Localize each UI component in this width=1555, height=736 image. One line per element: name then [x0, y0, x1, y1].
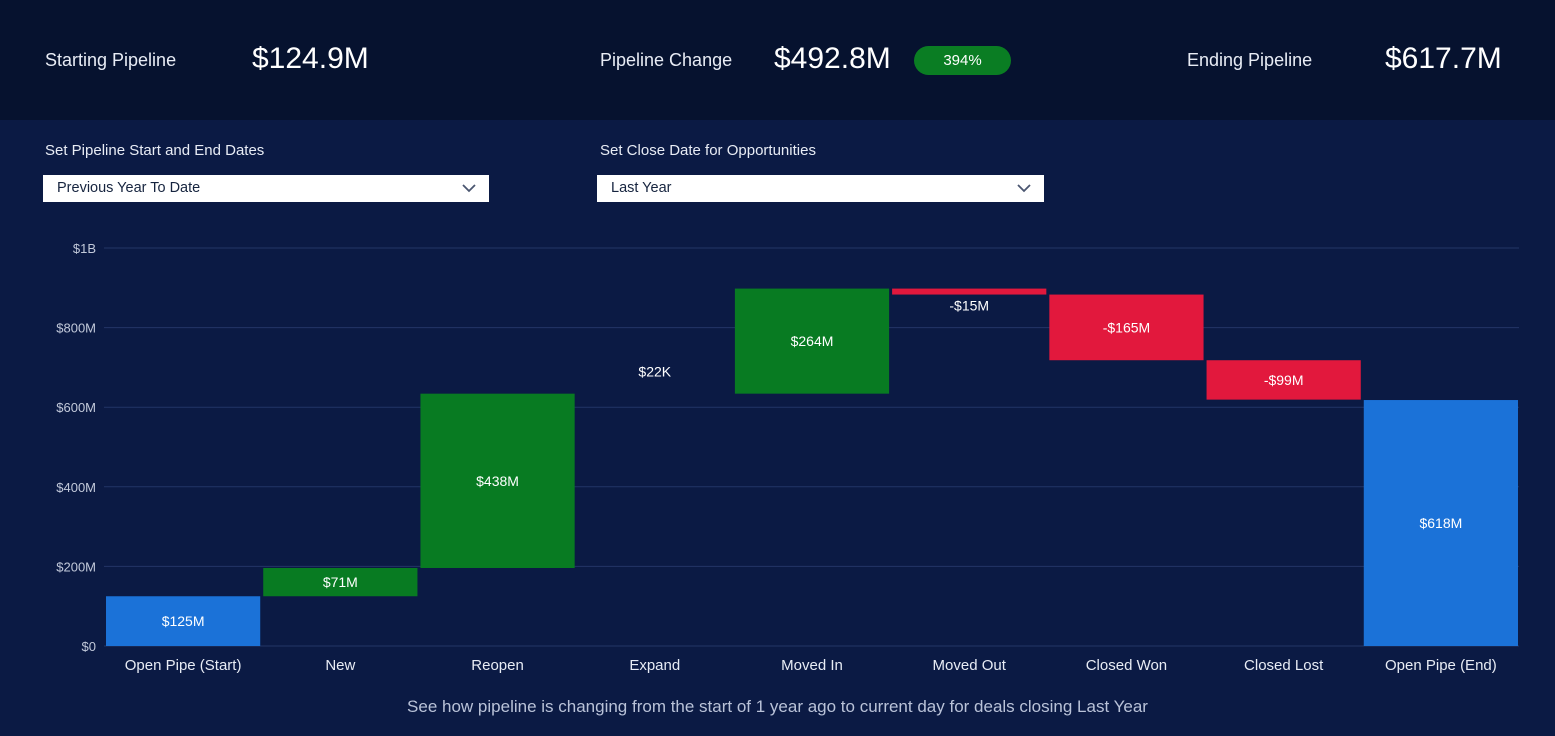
y-tick-label: $800M — [56, 321, 96, 336]
x-tick-label: Closed Won — [1086, 657, 1167, 674]
data-label: -$99M — [1264, 372, 1304, 388]
ending-pipeline-value: $617.7M — [1385, 42, 1502, 75]
y-tick-label: $400M — [56, 480, 96, 495]
starting-pipeline-label: Starting Pipeline — [45, 50, 177, 70]
chart-footnote: See how pipeline is changing from the st… — [407, 697, 1148, 716]
bar-moved-in — [734, 288, 890, 394]
bar-new — [263, 567, 418, 597]
pipeline-dates-label: Set Pipeline Start and End Dates — [45, 142, 265, 159]
x-tick-label: Expand — [629, 657, 680, 674]
x-tick-label: New — [325, 657, 355, 674]
y-tick-label: $200M — [56, 559, 96, 574]
data-label: $71M — [323, 574, 358, 590]
data-label: $22K — [638, 364, 671, 380]
pipeline-change-label: Pipeline Change — [600, 50, 733, 70]
data-label: -$15M — [949, 298, 989, 314]
bar-open-pipe-start — [106, 596, 261, 646]
data-label: $618M — [1419, 515, 1462, 531]
close-date-label: Set Close Date for Opportunities — [600, 142, 816, 159]
x-tick-label: Moved In — [781, 657, 843, 674]
close-date-value: Last Year — [611, 180, 672, 196]
data-label: $264M — [791, 333, 834, 349]
x-tick-label: Reopen — [471, 657, 524, 674]
ending-pipeline-label: Ending Pipeline — [1187, 50, 1313, 70]
data-label: -$165M — [1103, 319, 1150, 335]
chevron-down-icon — [462, 184, 476, 193]
close-date-dropdown[interactable]: Last Year — [597, 175, 1044, 202]
pipeline-change-percent-badge: 394% — [914, 46, 1011, 75]
data-label: $438M — [476, 473, 519, 489]
y-tick-label: $1B — [73, 241, 96, 256]
x-tick-label: Closed Lost — [1244, 657, 1324, 674]
pipeline-dates-value: Previous Year To Date — [57, 180, 201, 196]
x-tick-label: Open Pipe (Start) — [125, 657, 242, 674]
bar-open-pipe-end — [1363, 400, 1518, 646]
pipeline-dates-dropdown[interactable]: Previous Year To Date — [43, 175, 489, 202]
pipeline-waterfall-chart: $0 $200M $400M $600M $800M $1B $125M Open Pipe … — [56, 241, 1519, 674]
x-tick-label: Open Pipe (End) — [1385, 657, 1497, 674]
data-label: $125M — [162, 613, 205, 629]
y-tick-label: $600M — [56, 400, 96, 415]
pipeline-change-value: $492.8M — [774, 42, 891, 75]
chevron-down-icon — [1017, 184, 1031, 193]
summary-header: Starting Pipeline $124.9M Pipeline Chang… — [0, 0, 1555, 120]
x-tick-label: Moved Out — [933, 657, 1007, 674]
bar-moved-out — [892, 288, 1047, 295]
starting-pipeline-value: $124.9M — [252, 42, 369, 75]
bar-closed-won — [1049, 294, 1204, 361]
bar-reopen — [420, 393, 575, 568]
bar-closed-lost — [1206, 360, 1361, 400]
y-tick-label: $0 — [82, 639, 96, 654]
